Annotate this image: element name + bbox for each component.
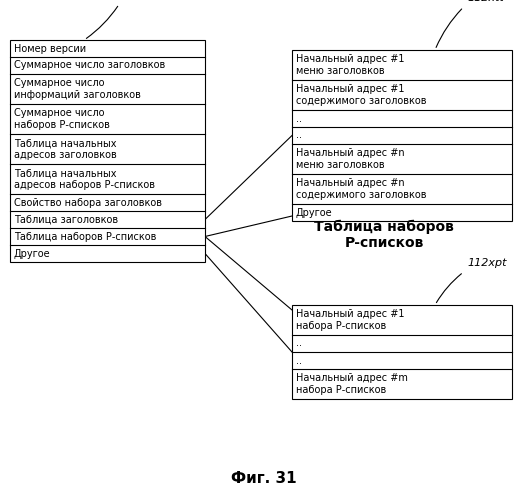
Text: 112x: 112x [123,0,151,1]
Text: ..: .. [296,338,302,348]
Text: Таблица наборов Р-списков: Таблица наборов Р-списков [14,232,157,241]
Text: Таблица заголовков: Таблица заголовков [14,214,118,224]
Text: Начальный адрес #1
содержимого заголовков: Начальный адрес #1 содержимого заголовко… [296,84,426,106]
Text: Начальный адрес #m
набора Р-списков: Начальный адрес #m набора Р-списков [296,373,408,395]
Bar [10,40,205,262]
Bar [292,50,512,221]
Text: Суммарное число
информаций заголовков: Суммарное число информаций заголовков [14,78,141,100]
Text: Начальный адрес #n
меню заголовков: Начальный адрес #n меню заголовков [296,148,405,170]
Text: 112xpt: 112xpt [467,258,507,268]
Text: ..: .. [296,114,302,124]
Text: Таблица начальных
адресов наборов Р-списков: Таблица начальных адресов наборов Р-спис… [14,168,155,190]
Text: Таблица наборов
Р-списков: Таблица наборов Р-списков [315,220,454,250]
Text: Суммарное число заголовков: Суммарное число заголовков [14,60,165,70]
Text: Фиг. 31: Фиг. 31 [231,471,296,486]
Text: Свойство набора заголовков: Свойство набора заголовков [14,198,162,207]
Text: Другое: Другое [14,248,51,258]
Text: Начальный адрес #n
содержимого заголовков: Начальный адрес #n содержимого заголовко… [296,178,426,200]
Text: 112xtt: 112xtt [467,0,504,3]
Text: Таблица начальных
адресов заголовков: Таблица начальных адресов заголовков [14,138,117,160]
Text: Суммарное число
наборов Р-списков: Суммарное число наборов Р-списков [14,108,110,130]
Text: Начальный адрес #1
меню заголовков: Начальный адрес #1 меню заголовков [296,54,405,76]
Bar [292,305,512,399]
Text: Другое: Другое [296,208,333,218]
Text: ..: .. [296,356,302,366]
Text: Начальный адрес #1
набора Р-списков: Начальный адрес #1 набора Р-списков [296,309,405,331]
Text: Номер версии: Номер версии [14,44,86,54]
Text: ..: .. [296,130,302,140]
